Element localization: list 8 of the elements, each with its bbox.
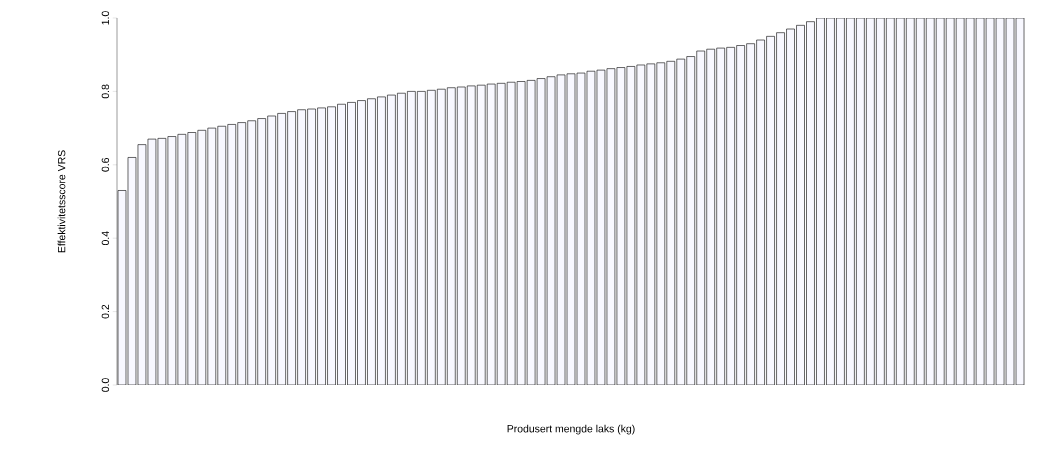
y-tick-label: 0.4 xyxy=(101,231,110,246)
x-axis-title: Produsert mengde laks (kg) xyxy=(507,424,635,435)
y-tick-label: 0.8 xyxy=(101,84,110,99)
y-tick-label: 0.6 xyxy=(101,157,110,172)
y-tick-label: 0.0 xyxy=(101,378,110,392)
y-tick-label: 0.2 xyxy=(101,304,110,319)
y-tick-label: 1.0 xyxy=(101,11,110,25)
y-axis-title: Effektivitetsscore VRS xyxy=(57,150,66,253)
